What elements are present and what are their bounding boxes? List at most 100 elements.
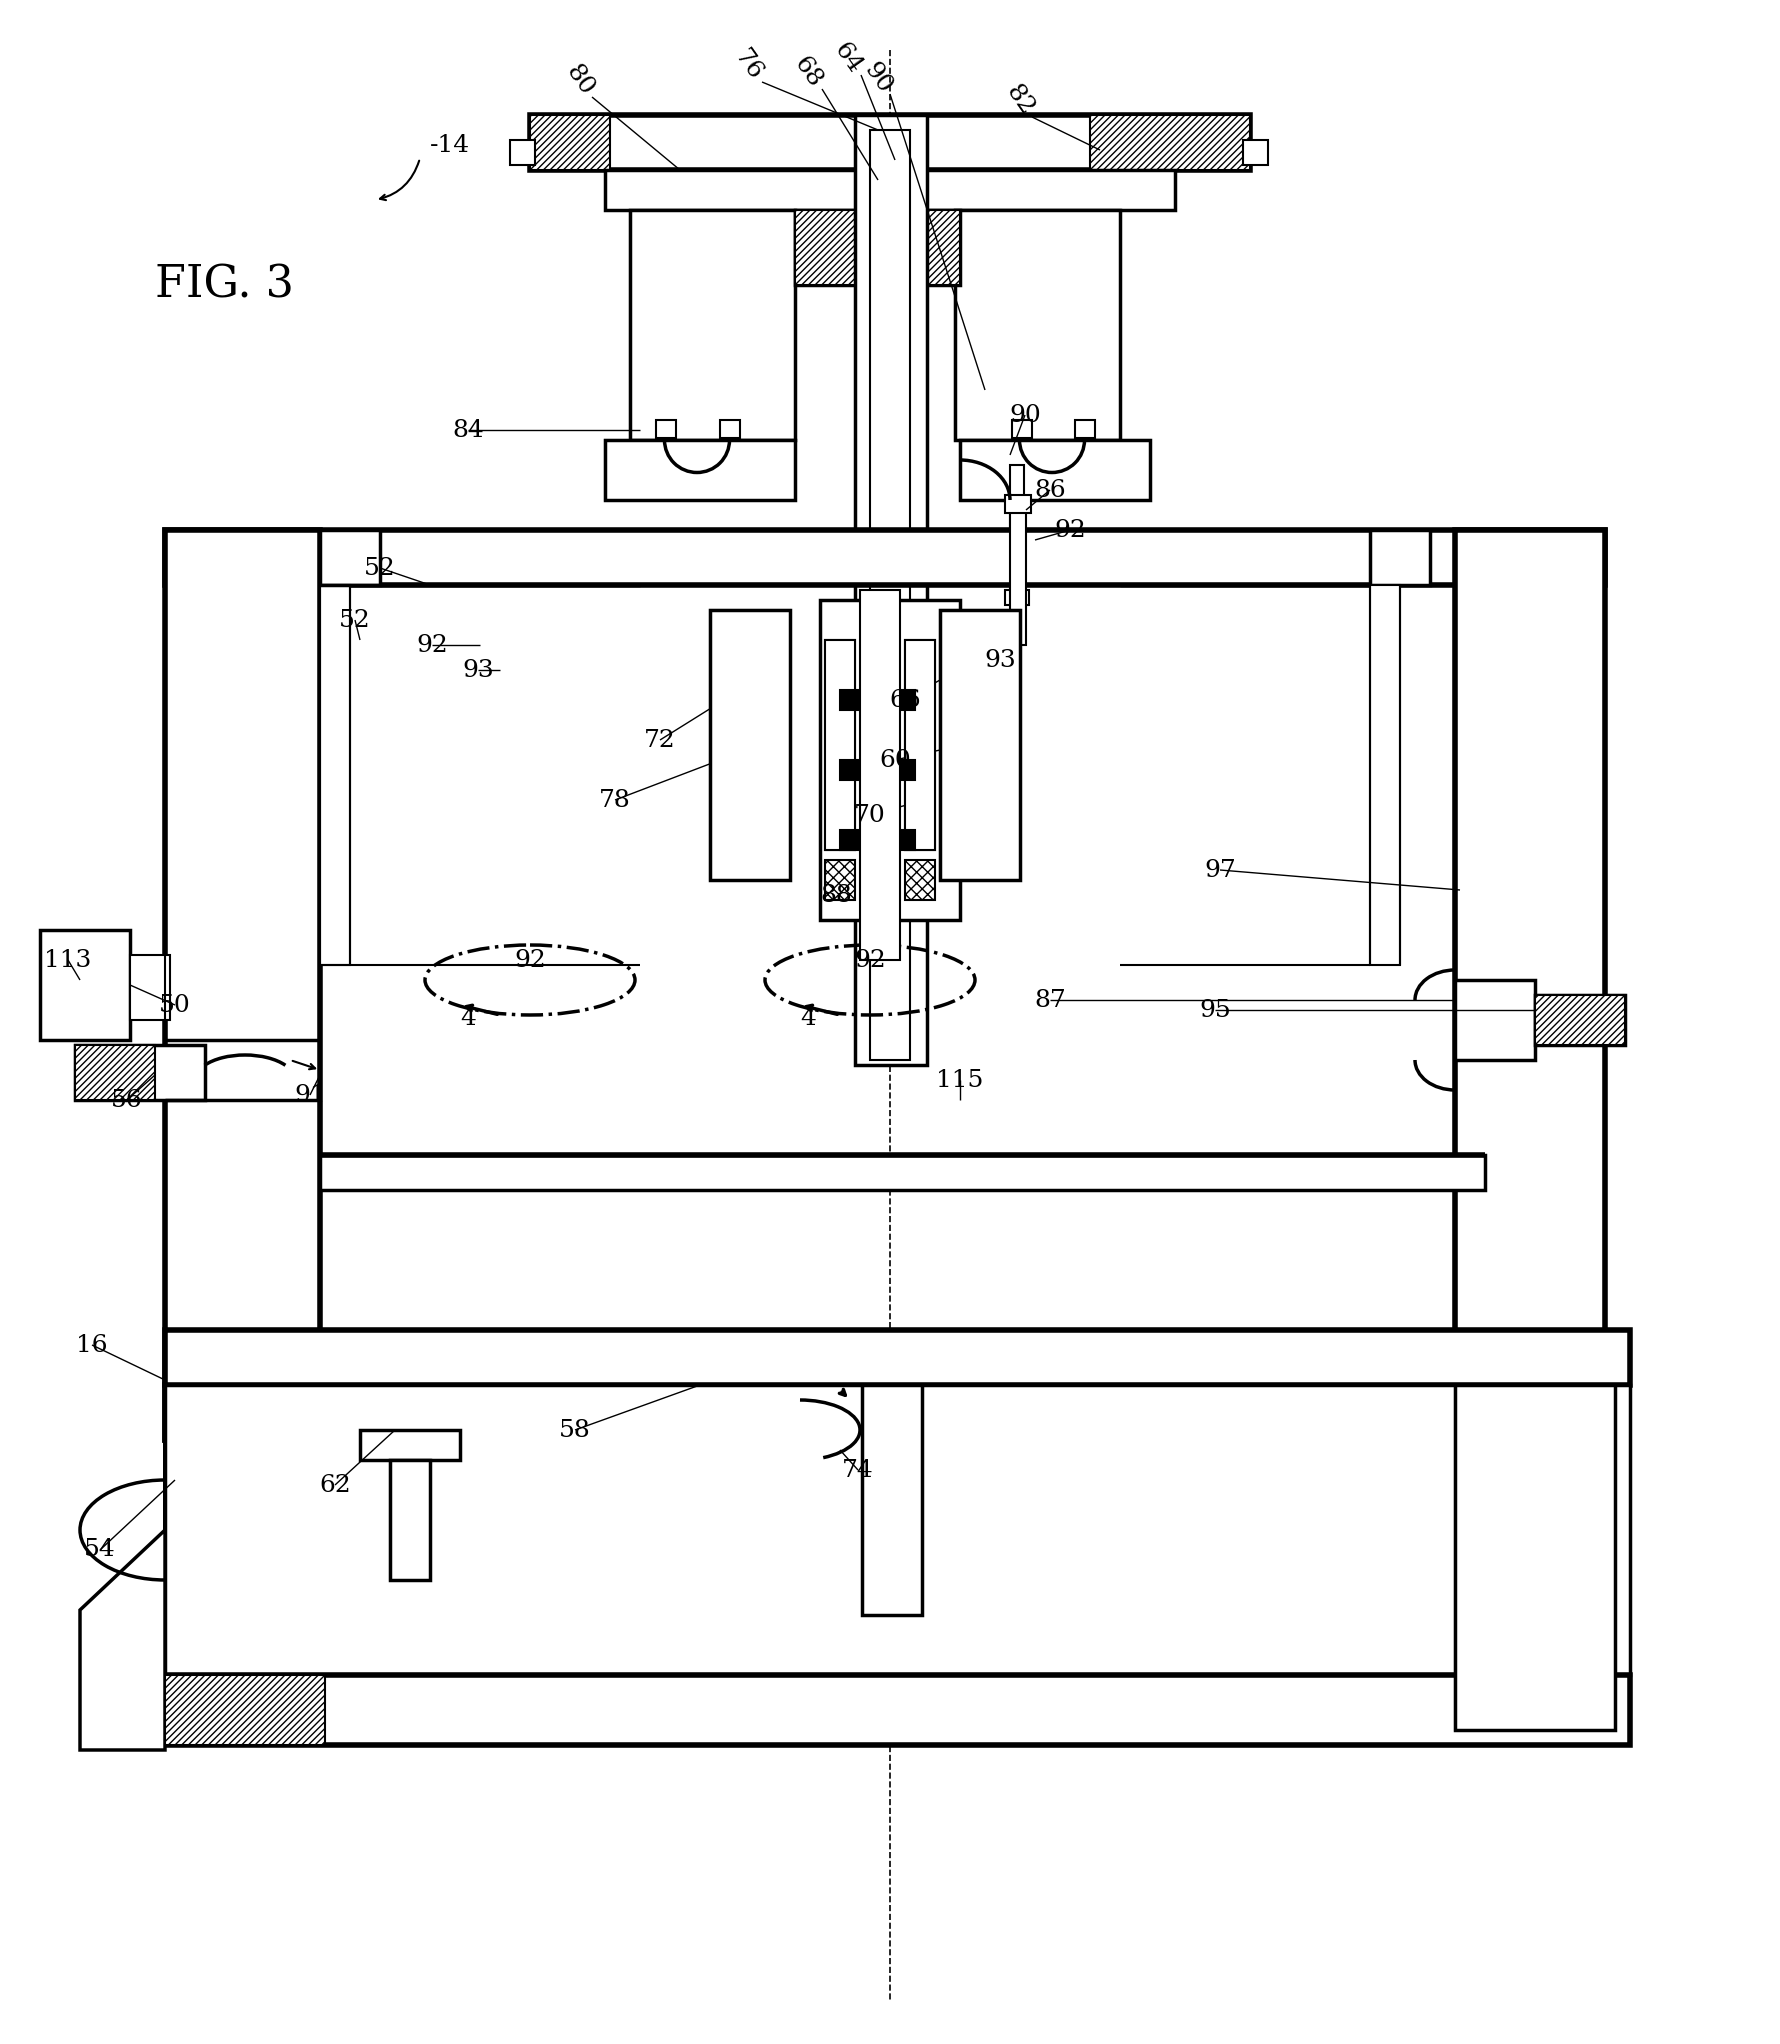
Text: 92: 92 bbox=[854, 948, 886, 971]
Bar bbox=[605, 170, 1175, 211]
Text: FIG. 3: FIG. 3 bbox=[155, 264, 294, 307]
Text: 93: 93 bbox=[463, 658, 493, 681]
Bar bbox=[1454, 529, 1606, 1441]
Bar bbox=[657, 419, 676, 437]
Bar bbox=[320, 585, 351, 965]
Text: 4: 4 bbox=[799, 1006, 815, 1030]
Text: 56: 56 bbox=[110, 1089, 142, 1112]
Text: 88: 88 bbox=[821, 883, 853, 905]
Bar bbox=[1454, 1386, 1614, 1729]
Bar bbox=[1454, 529, 1606, 1441]
Bar bbox=[796, 211, 959, 284]
Text: 78: 78 bbox=[600, 789, 630, 811]
Bar bbox=[1089, 114, 1250, 170]
Text: 115: 115 bbox=[936, 1069, 984, 1091]
Text: 87: 87 bbox=[1034, 989, 1066, 1012]
Bar bbox=[870, 131, 910, 1061]
Bar bbox=[840, 830, 860, 850]
Bar bbox=[821, 601, 959, 920]
Bar bbox=[390, 1459, 431, 1580]
Bar bbox=[1371, 529, 1429, 585]
Text: 90: 90 bbox=[860, 59, 897, 98]
Text: 92: 92 bbox=[514, 948, 546, 971]
Bar bbox=[605, 439, 796, 501]
Bar bbox=[166, 529, 1606, 585]
Bar bbox=[320, 1155, 1485, 1190]
Text: 93: 93 bbox=[984, 648, 1016, 672]
Bar bbox=[824, 640, 854, 850]
Text: 62: 62 bbox=[319, 1474, 351, 1496]
Bar bbox=[959, 439, 1150, 501]
Bar bbox=[1242, 139, 1267, 166]
Text: 84: 84 bbox=[452, 419, 484, 442]
Text: 52: 52 bbox=[340, 609, 370, 632]
Text: 16: 16 bbox=[77, 1333, 109, 1357]
Text: 74: 74 bbox=[842, 1459, 874, 1482]
Polygon shape bbox=[80, 1386, 166, 1750]
Text: 97: 97 bbox=[1203, 858, 1235, 881]
Bar bbox=[166, 1674, 326, 1746]
Text: 86: 86 bbox=[1034, 478, 1066, 501]
Bar bbox=[390, 1459, 431, 1580]
Bar bbox=[630, 211, 796, 439]
Bar bbox=[940, 609, 1020, 881]
Text: 92: 92 bbox=[1054, 519, 1086, 542]
Bar bbox=[940, 609, 1020, 881]
Bar bbox=[166, 529, 1606, 585]
Bar bbox=[130, 955, 171, 1020]
Bar bbox=[854, 114, 927, 1065]
Bar bbox=[895, 760, 915, 781]
Text: 64: 64 bbox=[829, 39, 867, 78]
Text: 76: 76 bbox=[730, 45, 767, 84]
Bar bbox=[1075, 419, 1095, 437]
Bar bbox=[710, 609, 790, 881]
Bar bbox=[166, 1386, 1630, 1674]
Bar bbox=[360, 1431, 459, 1459]
Text: 70: 70 bbox=[854, 803, 886, 826]
Text: 60: 60 bbox=[879, 748, 911, 771]
Bar bbox=[75, 1044, 155, 1100]
Text: 68: 68 bbox=[790, 53, 826, 92]
Text: 92: 92 bbox=[417, 634, 449, 656]
Bar bbox=[1534, 995, 1625, 1044]
Bar bbox=[630, 211, 796, 439]
Bar bbox=[605, 439, 796, 501]
Text: 82: 82 bbox=[1002, 80, 1038, 121]
Text: 54: 54 bbox=[84, 1539, 116, 1562]
Bar bbox=[895, 691, 915, 709]
Bar bbox=[1013, 419, 1032, 437]
Text: -14: -14 bbox=[431, 133, 470, 157]
Bar bbox=[511, 139, 536, 166]
Bar bbox=[320, 529, 379, 585]
Bar bbox=[530, 114, 1250, 170]
Bar bbox=[166, 1674, 1630, 1746]
Bar bbox=[530, 114, 611, 170]
Text: 80: 80 bbox=[561, 61, 598, 100]
Bar bbox=[166, 1674, 1630, 1746]
Text: 91: 91 bbox=[294, 1083, 326, 1106]
Bar bbox=[959, 439, 1150, 501]
Bar bbox=[710, 609, 790, 881]
Bar bbox=[904, 640, 934, 850]
Bar bbox=[166, 1331, 1630, 1386]
Bar bbox=[824, 861, 854, 899]
Bar bbox=[840, 691, 860, 709]
Bar bbox=[1006, 495, 1031, 513]
Text: 4: 4 bbox=[459, 1006, 475, 1030]
Bar bbox=[956, 211, 1120, 439]
Bar bbox=[860, 591, 901, 961]
Text: 90: 90 bbox=[1009, 403, 1041, 427]
Text: 72: 72 bbox=[644, 728, 676, 752]
Bar bbox=[895, 830, 915, 850]
Bar bbox=[1454, 1386, 1614, 1729]
Text: 66: 66 bbox=[890, 689, 920, 711]
Bar bbox=[1454, 979, 1534, 1061]
Bar bbox=[904, 640, 934, 850]
Bar bbox=[956, 211, 1120, 439]
Bar bbox=[862, 1386, 922, 1615]
Bar bbox=[1009, 501, 1025, 646]
Text: 58: 58 bbox=[559, 1419, 591, 1441]
Bar bbox=[39, 930, 130, 1040]
Bar bbox=[1534, 995, 1625, 1044]
Bar bbox=[1006, 591, 1029, 605]
